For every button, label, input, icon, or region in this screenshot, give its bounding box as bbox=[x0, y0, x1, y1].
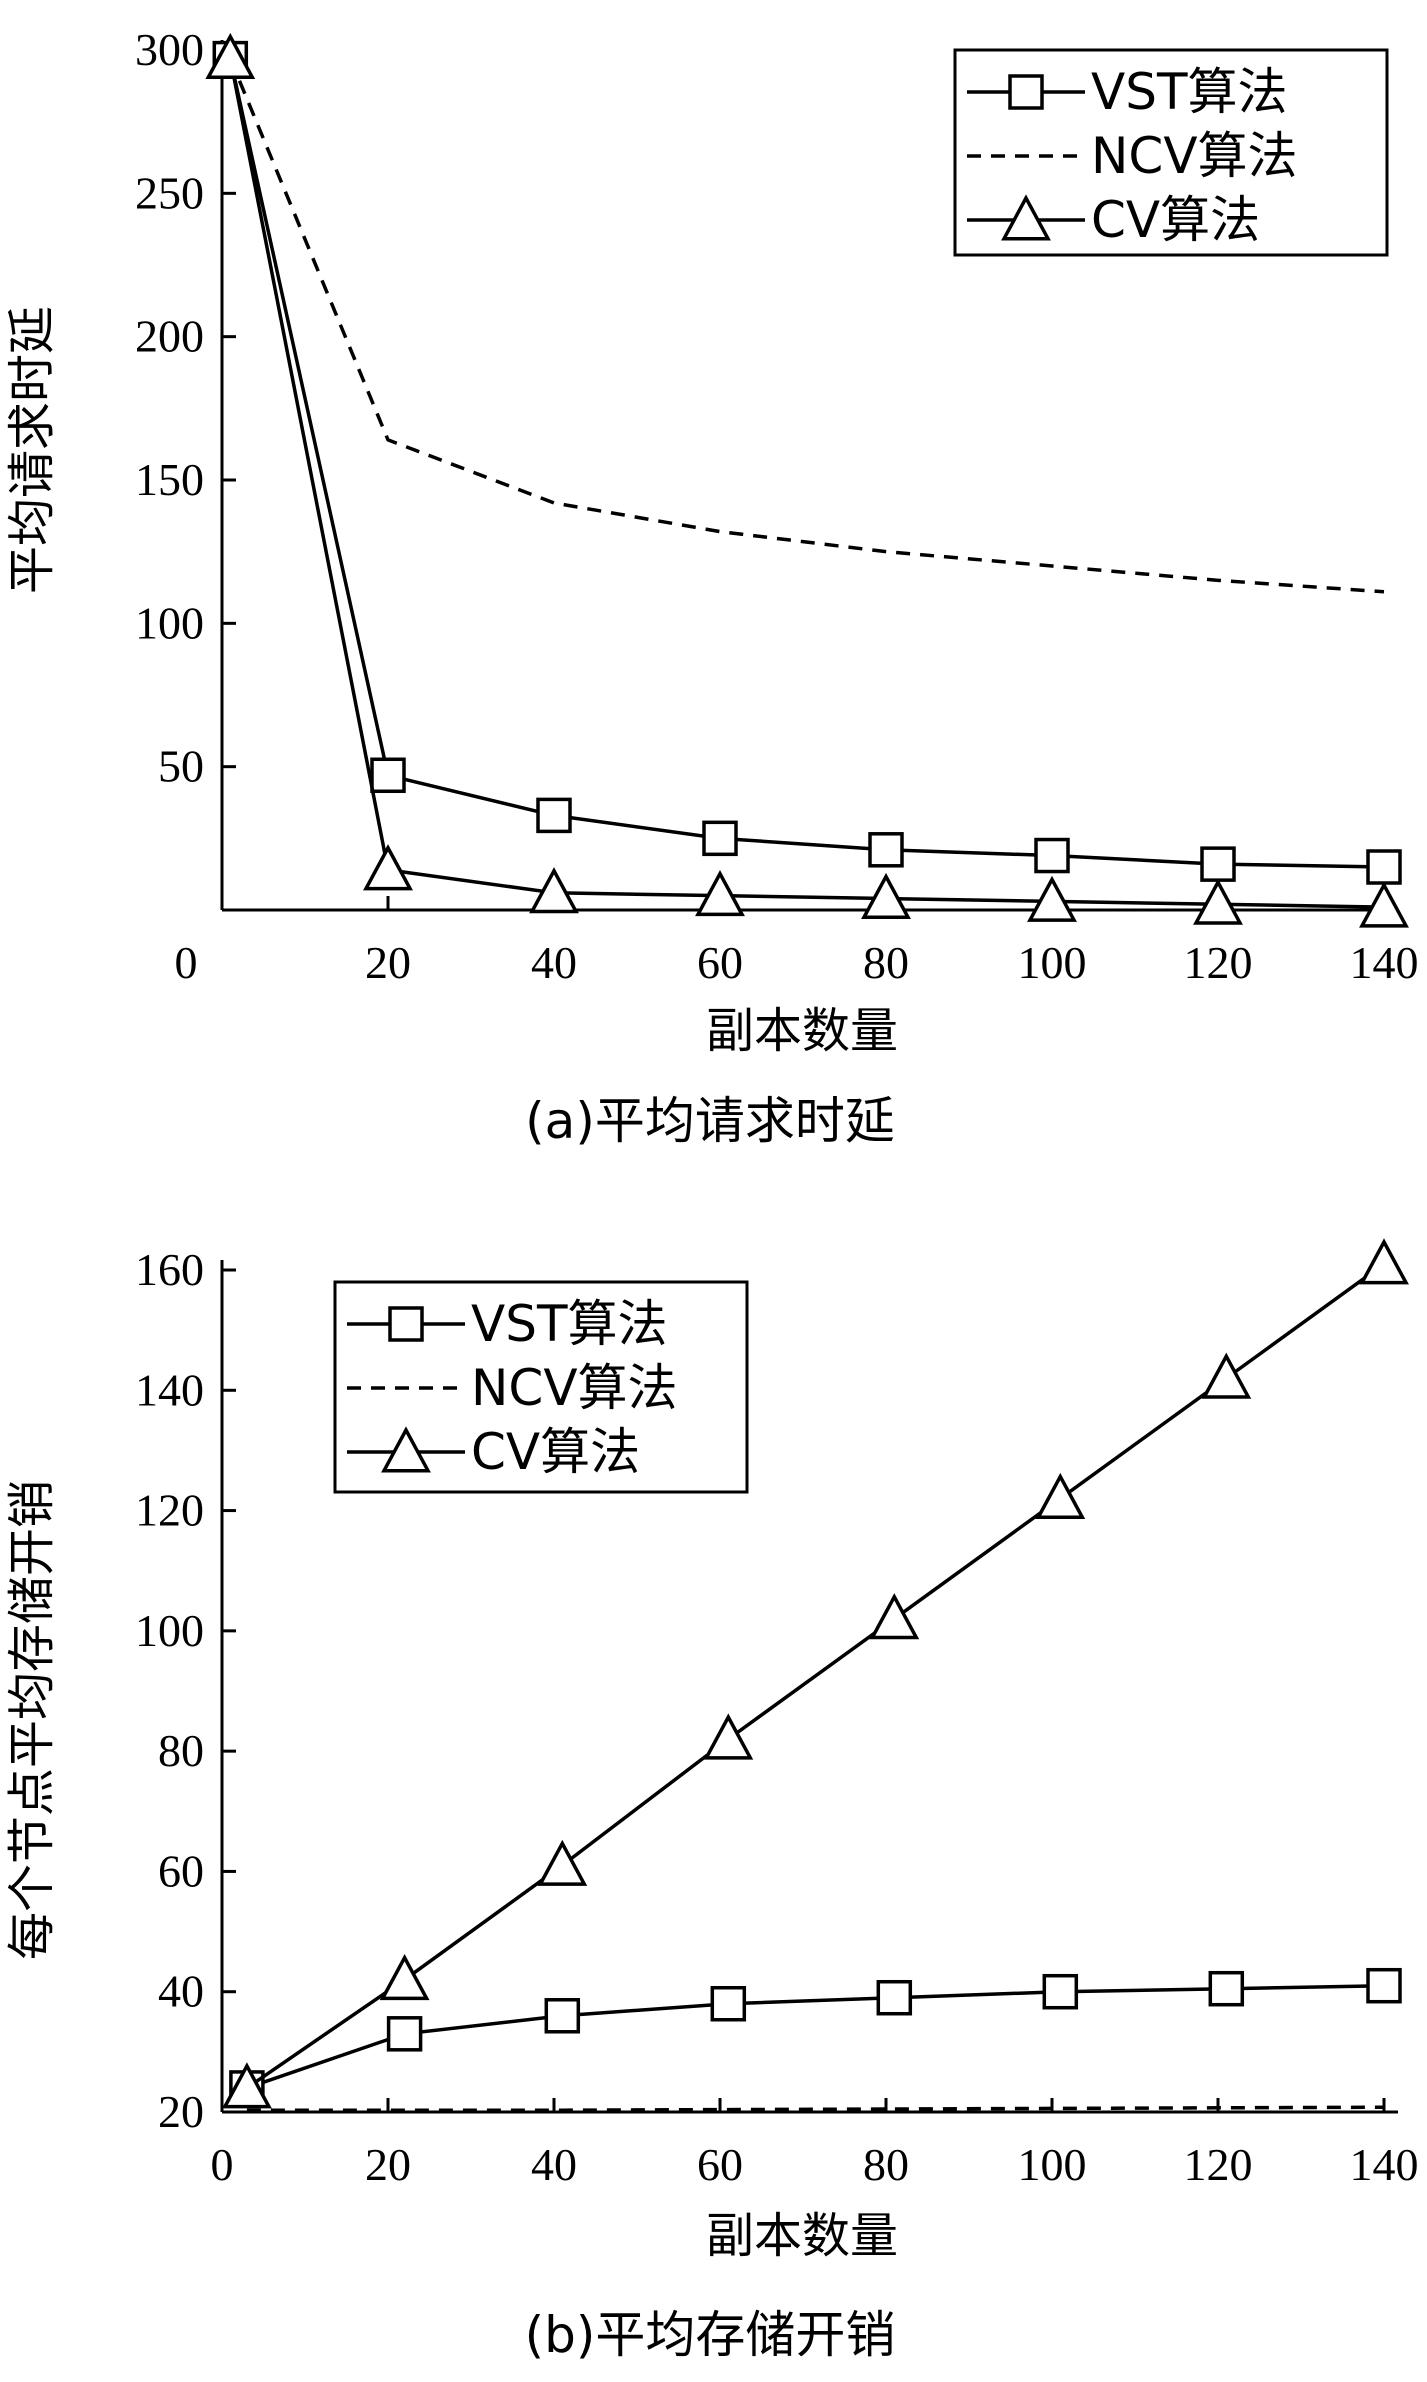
chart-a-latency: 平均请求时延 副本数量 (a)平均请求时延 0 50 100 150 200 250 30… bbox=[4, 24, 1419, 1150]
chart-b-y-tick-label: 100 bbox=[135, 1605, 204, 1656]
chart-b-cv-point bbox=[537, 1839, 588, 1886]
chart-a-x-tick-label: 140 bbox=[1350, 937, 1419, 988]
chart-a-legend: VST算法 NCV算法 CV算法 bbox=[953, 48, 1389, 257]
chart-a-cv-point bbox=[363, 844, 413, 891]
chart-a-series-line-vst bbox=[228, 58, 1385, 869]
chart-b-x-tick-label: 80 bbox=[863, 2139, 909, 2190]
chart-b-vst-point bbox=[710, 1985, 747, 2022]
chart-a-y-tick-label: 50 bbox=[158, 741, 204, 792]
chart-a-legend-label: CV算法 bbox=[1091, 191, 1260, 249]
chart-a-cv-point bbox=[1027, 875, 1077, 922]
chart-b-vst-point bbox=[1208, 1970, 1245, 2007]
chart-b-x-tick-label: 40 bbox=[531, 2139, 577, 2190]
chart-a-cv-point bbox=[529, 867, 579, 914]
chart-a-vst-point bbox=[1034, 837, 1070, 874]
chart-a-legend-label: NCV算法 bbox=[1091, 127, 1298, 185]
chart-b-legend-triangle-icon bbox=[381, 1426, 431, 1473]
chart-b-y-tick-label: 40 bbox=[158, 1966, 204, 2017]
chart-b-legend-label: CV算法 bbox=[471, 1423, 640, 1481]
chart-a-x-tick-label: 80 bbox=[863, 937, 909, 988]
chart-a-vst-point bbox=[868, 832, 904, 868]
chart-b-y-axis-title: 每个节点平均存储开销 bbox=[4, 1480, 60, 1960]
chart-a-y-tick-label: 200 bbox=[135, 311, 204, 362]
chart-a-cv-point bbox=[1359, 881, 1409, 928]
chart-b-legend-label: VST算法 bbox=[471, 1295, 667, 1353]
chart-a-cv-point bbox=[1193, 878, 1243, 925]
chart-b-vst-point bbox=[544, 1998, 581, 2034]
chart-b-cv-point bbox=[1035, 1472, 1086, 1519]
chart-a-y-tick-label: 150 bbox=[135, 454, 204, 505]
chart-b-cv-point bbox=[703, 1713, 754, 1760]
chart-b-legend-label: NCV算法 bbox=[471, 1359, 678, 1417]
chart-a-legend-label: VST算法 bbox=[1091, 63, 1287, 121]
chart-a-y-axis-title: 平均请求时延 bbox=[4, 306, 60, 594]
chart-a-x-origin-label: 0 bbox=[175, 937, 198, 988]
chart-b-x-tick-label: 140 bbox=[1350, 2139, 1419, 2190]
chart-b-vst-point bbox=[386, 2016, 423, 2052]
chart-b-storage: 每个节点平均存储开销 副本数量 (b)平均存储开销 20 40 60 80 100 120… bbox=[4, 1238, 1419, 2364]
chart-a-y-tick-label: 100 bbox=[135, 597, 204, 648]
chart-b-y-tick-label: 160 bbox=[135, 1244, 204, 1295]
chart-b-series-line-cv bbox=[245, 1262, 1386, 2090]
chart-b-y-tick-label: 20 bbox=[158, 2086, 204, 2137]
chart-a-legend-square-icon bbox=[1008, 74, 1044, 110]
chart-b-series-line-vst bbox=[246, 1983, 1385, 2090]
chart-a-cv-point bbox=[861, 872, 911, 919]
chart-a-x-tick-label: 100 bbox=[1018, 937, 1087, 988]
chart-a-x-axis-title: 副本数量 bbox=[706, 1003, 898, 1059]
chart-a-x-tick-label: 20 bbox=[365, 937, 411, 988]
chart-b-vst-point bbox=[1042, 1973, 1079, 2010]
chart-a-vst-point bbox=[1366, 849, 1402, 885]
chart-b-cv-point bbox=[1201, 1352, 1252, 1399]
chart-b-legend: VST算法 NCV算法 CV算法 bbox=[333, 1280, 749, 1494]
chart-a-cv-point bbox=[695, 869, 745, 917]
chart-b-x-tick-label: 20 bbox=[365, 2139, 411, 2190]
chart-a-legend-triangle-icon bbox=[1001, 194, 1051, 241]
chart-b-vst-point bbox=[876, 1979, 913, 2016]
chart-a-y-tick-label: 300 bbox=[135, 24, 204, 75]
chart-b-legend-square-icon bbox=[388, 1306, 424, 1342]
chart-b-cv-point bbox=[1359, 1238, 1409, 1285]
chart-a-x-tick-label: 120 bbox=[1184, 937, 1253, 988]
chart-b-y-tick-label: 80 bbox=[158, 1725, 204, 1776]
chart-b-series-line-ncv bbox=[246, 2105, 1385, 2112]
chart-a-x-tick-label: 40 bbox=[531, 937, 577, 988]
chart-b-x-tick-label: 60 bbox=[697, 2139, 743, 2190]
chart-b-y-tick-label: 140 bbox=[135, 1364, 204, 1415]
chart-a-cv-point bbox=[205, 32, 256, 80]
chart-a-y-tick-label: 250 bbox=[135, 167, 204, 218]
chart-b-cv-point bbox=[221, 2062, 272, 2109]
chart-a-vst-point bbox=[370, 757, 406, 794]
chart-b-x-axis-title: 副本数量 bbox=[706, 2208, 898, 2264]
chart-a-series-line-ncv bbox=[228, 57, 1385, 594]
chart-b-vst-point bbox=[1366, 1967, 1402, 2004]
chart-b-x-tick-label: 0 bbox=[211, 2139, 234, 2190]
chart-b-cv-point bbox=[379, 1954, 430, 2001]
chart-a-x-tick-label: 60 bbox=[697, 937, 743, 988]
chart-a-vst-point bbox=[1200, 846, 1236, 882]
chart-b-y-tick-label: 60 bbox=[158, 1845, 204, 1896]
chart-a-vst-point bbox=[536, 797, 572, 834]
chart-a-series-line-cv bbox=[228, 58, 1385, 909]
chart-b-x-tick-label: 120 bbox=[1184, 2139, 1253, 2190]
chart-a-caption: (a)平均请求时延 bbox=[525, 1092, 895, 1150]
chart-b-x-tick-label: 100 bbox=[1018, 2139, 1087, 2190]
chart-a-vst-point bbox=[702, 820, 738, 857]
chart-b-y-tick-label: 120 bbox=[135, 1485, 204, 1536]
chart-b-caption: (b)平均存储开销 bbox=[525, 2306, 896, 2364]
chart-b-cv-point bbox=[869, 1593, 920, 1640]
